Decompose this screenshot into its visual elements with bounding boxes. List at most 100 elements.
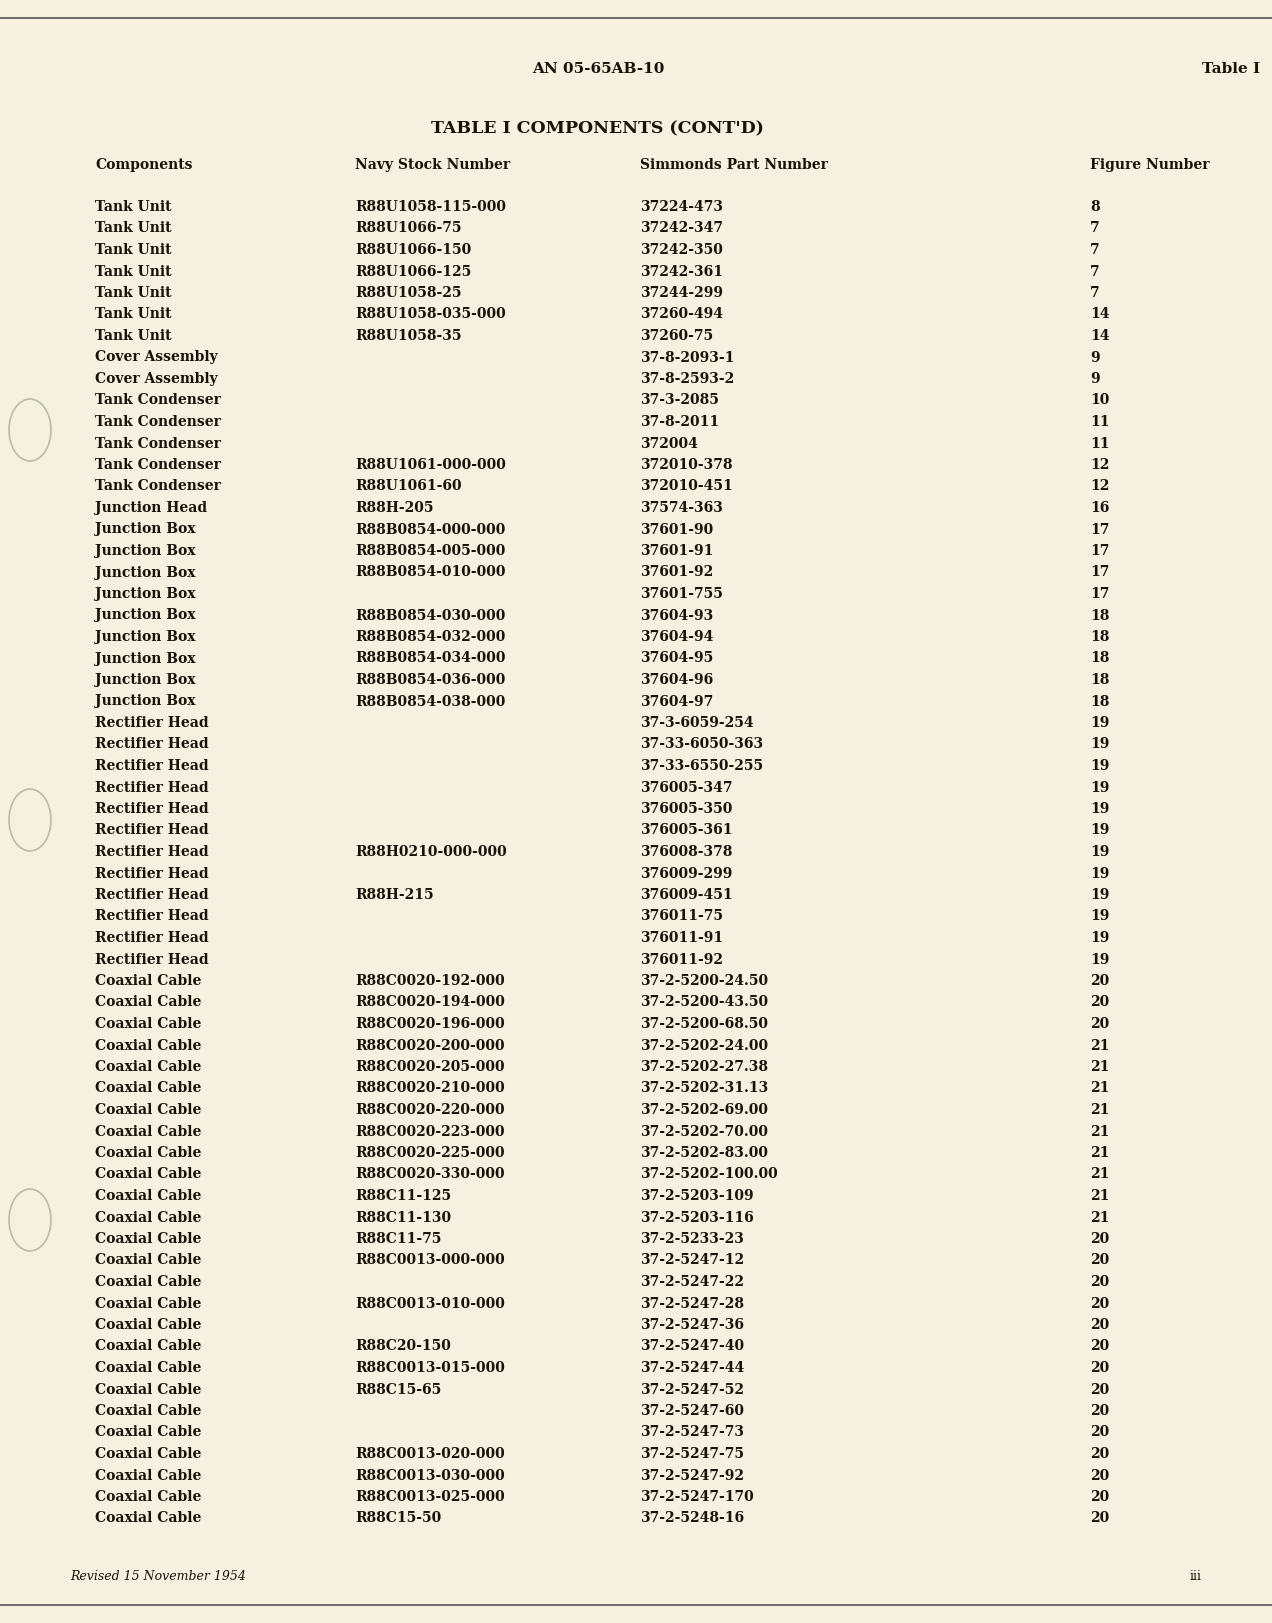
Text: R88B0854-010-000: R88B0854-010-000 [355,565,505,579]
Text: 37260-75: 37260-75 [640,329,714,342]
Text: 372004: 372004 [640,437,698,451]
Text: 37604-93: 37604-93 [640,609,714,623]
Text: 37-2-5247-52: 37-2-5247-52 [640,1383,744,1396]
Text: Rectifier Head: Rectifier Head [95,760,209,773]
Text: 20: 20 [1090,1276,1109,1289]
Text: 37-8-2593-2: 37-8-2593-2 [640,372,734,386]
Text: 37601-92: 37601-92 [640,565,714,579]
Text: R88H-205: R88H-205 [355,502,434,514]
Text: 14: 14 [1090,329,1109,342]
Text: 21: 21 [1090,1167,1109,1182]
Text: Tank Unit: Tank Unit [95,200,172,214]
Text: Tank Condenser: Tank Condenser [95,479,221,493]
Text: Navy Stock Number: Navy Stock Number [355,157,510,172]
Text: R88U1058-35: R88U1058-35 [355,329,462,342]
Text: 20: 20 [1090,1448,1109,1461]
Text: Components: Components [95,157,192,172]
Text: 20: 20 [1090,1253,1109,1268]
Text: 21: 21 [1090,1190,1109,1203]
Text: 12: 12 [1090,479,1109,493]
Text: Junction Box: Junction Box [95,588,196,601]
Text: Tank Condenser: Tank Condenser [95,393,221,407]
Text: Tank Unit: Tank Unit [95,307,172,321]
Text: 37-2-5247-22: 37-2-5247-22 [640,1276,744,1289]
Text: Rectifier Head: Rectifier Head [95,888,209,902]
Text: 20: 20 [1090,1490,1109,1505]
Text: 20: 20 [1090,1362,1109,1375]
Text: 37224-473: 37224-473 [640,200,722,214]
Text: Coaxial Cable: Coaxial Cable [95,1469,201,1482]
Text: 376008-378: 376008-378 [640,846,733,859]
Text: 21: 21 [1090,1060,1109,1074]
Text: 19: 19 [1090,760,1109,773]
Text: 18: 18 [1090,651,1109,665]
Text: 37-3-6059-254: 37-3-6059-254 [640,716,753,730]
Text: Rectifier Head: Rectifier Head [95,781,209,795]
Text: R88B0854-034-000: R88B0854-034-000 [355,651,505,665]
Text: 21: 21 [1090,1125,1109,1138]
Text: 20: 20 [1090,1404,1109,1419]
Text: R88C0013-025-000: R88C0013-025-000 [355,1490,505,1505]
Text: 19: 19 [1090,932,1109,945]
Text: R88U1058-115-000: R88U1058-115-000 [355,200,506,214]
Text: Coaxial Cable: Coaxial Cable [95,1511,201,1526]
Text: 37-33-6550-255: 37-33-6550-255 [640,760,763,773]
Text: R88C0013-030-000: R88C0013-030-000 [355,1469,505,1482]
Text: R88C11-75: R88C11-75 [355,1232,441,1246]
Text: 19: 19 [1090,737,1109,751]
Text: R88H0210-000-000: R88H0210-000-000 [355,846,506,859]
Text: R88C0020-196-000: R88C0020-196-000 [355,1018,505,1031]
Text: 20: 20 [1090,1511,1109,1526]
Text: Coaxial Cable: Coaxial Cable [95,1125,201,1138]
Text: 37-8-2093-1: 37-8-2093-1 [640,351,734,365]
Text: 37-2-5247-92: 37-2-5247-92 [640,1469,744,1482]
Text: R88B0854-005-000: R88B0854-005-000 [355,544,505,558]
Text: R88C0020-205-000: R88C0020-205-000 [355,1060,505,1074]
Text: Coaxial Cable: Coaxial Cable [95,995,201,1010]
Text: 9: 9 [1090,351,1099,365]
Text: Table I: Table I [1202,62,1261,76]
Text: 376005-361: 376005-361 [640,823,733,837]
Text: R88U1058-25: R88U1058-25 [355,286,462,300]
Text: Tank Unit: Tank Unit [95,221,172,235]
Text: 37242-350: 37242-350 [640,243,722,256]
Text: 17: 17 [1090,544,1109,558]
Text: 37-2-5200-24.50: 37-2-5200-24.50 [640,974,768,988]
Ellipse shape [9,399,51,461]
Text: R88C0013-010-000: R88C0013-010-000 [355,1297,505,1310]
Text: 37-2-5203-116: 37-2-5203-116 [640,1211,754,1224]
Text: Coaxial Cable: Coaxial Cable [95,1104,201,1117]
Text: 376011-92: 376011-92 [640,953,722,967]
Text: R88U1066-125: R88U1066-125 [355,265,471,279]
Text: Rectifier Head: Rectifier Head [95,823,209,837]
Text: Coaxial Cable: Coaxial Cable [95,1318,201,1332]
Text: 37-2-5202-83.00: 37-2-5202-83.00 [640,1146,768,1160]
Text: 11: 11 [1090,415,1109,428]
Text: 37601-755: 37601-755 [640,588,722,601]
Text: 21: 21 [1090,1211,1109,1224]
Text: 376009-299: 376009-299 [640,867,733,881]
Text: Junction Box: Junction Box [95,651,196,665]
Text: Cover Assembly: Cover Assembly [95,351,218,365]
Text: 20: 20 [1090,1425,1109,1440]
Text: R88C0020-194-000: R88C0020-194-000 [355,995,505,1010]
Text: 21: 21 [1090,1081,1109,1096]
Text: 7: 7 [1090,243,1099,256]
Text: Tank Unit: Tank Unit [95,265,172,279]
Text: 11: 11 [1090,437,1109,451]
Text: 20: 20 [1090,1318,1109,1332]
Text: 376011-75: 376011-75 [640,909,722,923]
Text: 37-2-5248-16: 37-2-5248-16 [640,1511,744,1526]
Text: R88B0854-000-000: R88B0854-000-000 [355,523,505,537]
Text: 37-2-5203-109: 37-2-5203-109 [640,1190,753,1203]
Text: 37-2-5247-28: 37-2-5247-28 [640,1297,744,1310]
Text: 37-2-5202-100.00: 37-2-5202-100.00 [640,1167,777,1182]
Text: 7: 7 [1090,286,1099,300]
Text: Tank Unit: Tank Unit [95,329,172,342]
Text: R88B0854-038-000: R88B0854-038-000 [355,695,505,709]
Text: Rectifier Head: Rectifier Head [95,867,209,881]
Text: Coaxial Cable: Coaxial Cable [95,1362,201,1375]
Text: R88C0020-225-000: R88C0020-225-000 [355,1146,505,1160]
Text: Coaxial Cable: Coaxial Cable [95,1232,201,1246]
Text: Coaxial Cable: Coaxial Cable [95,1018,201,1031]
